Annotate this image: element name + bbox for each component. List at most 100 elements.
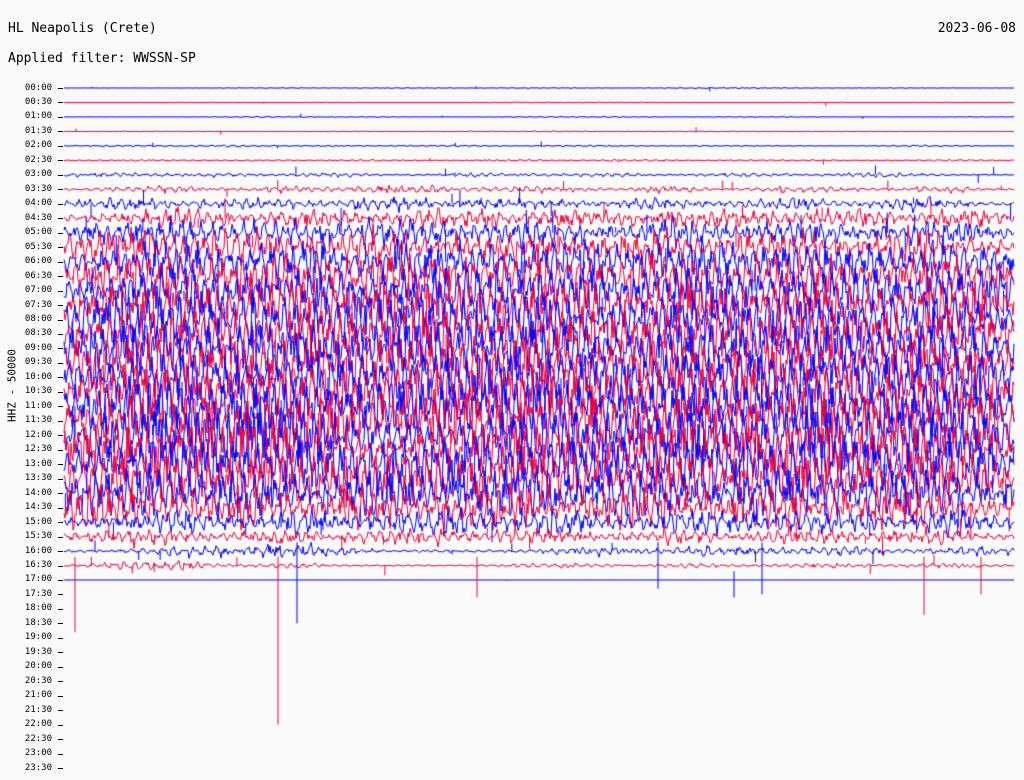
time-tick-mark	[58, 320, 63, 321]
time-tick-mark	[58, 450, 63, 451]
time-tick-mark	[58, 479, 63, 480]
time-tick-mark	[58, 218, 63, 219]
time-tick-label: 17:00	[24, 574, 52, 585]
time-tick-label: 18:30	[24, 617, 52, 628]
time-tick-label: 03:00	[24, 169, 52, 180]
time-tick-label: 20:30	[24, 675, 52, 686]
time-tick-label: 06:00	[24, 256, 52, 267]
time-tick-mark	[58, 102, 63, 103]
time-tick-label: 04:00	[24, 198, 52, 209]
time-tick-mark	[58, 623, 63, 624]
time-tick-label: 12:30	[24, 444, 52, 455]
time-tick-label: 06:30	[24, 270, 52, 281]
time-tick-label: 09:30	[24, 357, 52, 368]
time-tick-label: 01:00	[24, 111, 52, 122]
time-tick-label: 22:30	[24, 733, 52, 744]
time-tick-mark	[58, 334, 63, 335]
time-tick-label: 07:00	[24, 285, 52, 296]
time-tick-label: 10:30	[24, 386, 52, 397]
time-tick-mark	[58, 551, 63, 552]
time-tick-label: 16:30	[24, 560, 52, 570]
time-tick-mark	[58, 464, 63, 465]
time-tick-mark	[58, 609, 63, 610]
time-tick-mark	[58, 348, 63, 349]
time-tick-label: 19:00	[24, 632, 52, 643]
time-tick-mark	[58, 233, 63, 234]
time-tick-label: 15:00	[24, 516, 52, 527]
applied-filter-label: Applied filter: WWSSN-SP	[8, 51, 196, 66]
time-tick-label: 11:30	[24, 415, 52, 426]
time-tick-mark	[58, 768, 63, 769]
time-tick-mark	[58, 189, 63, 190]
time-tick-mark	[58, 363, 63, 364]
time-tick-mark	[58, 131, 63, 132]
time-tick-label: 17:30	[24, 588, 52, 599]
time-tick-mark	[58, 537, 63, 538]
time-tick-mark	[58, 291, 63, 292]
time-tick-mark	[58, 566, 63, 567]
time-tick-mark	[58, 204, 63, 205]
time-tick-mark	[58, 754, 63, 755]
time-tick-mark	[58, 305, 63, 306]
time-tick-mark	[58, 522, 63, 523]
time-tick-mark	[58, 681, 63, 682]
time-tick-mark	[58, 392, 63, 393]
time-tick-label: 10:00	[24, 371, 52, 382]
time-tick-mark	[58, 276, 63, 277]
time-tick-label: 02:30	[24, 154, 52, 165]
time-tick-mark	[58, 638, 63, 639]
time-tick-mark	[58, 594, 63, 595]
time-tick-label: 05:00	[24, 227, 52, 238]
time-tick-label: 03:30	[24, 183, 52, 194]
time-tick-label: 07:30	[24, 299, 52, 310]
time-tick-label: 08:30	[24, 328, 52, 339]
time-tick-label: 14:00	[24, 487, 52, 498]
time-tick-label: 19:30	[24, 646, 52, 657]
time-tick-mark	[58, 493, 63, 494]
time-tick-label: 23:00	[24, 748, 52, 759]
time-tick-label: 16:00	[24, 545, 52, 556]
time-tick-label: 00:00	[24, 82, 52, 93]
record-date-label: 2023-06-08	[937, 21, 1016, 36]
time-tick-label: 20:00	[24, 661, 52, 672]
time-tick-label: 18:00	[24, 603, 52, 614]
time-tick-mark	[58, 160, 63, 161]
time-tick-label: 13:00	[24, 458, 52, 469]
time-tick-label: 00:30	[24, 96, 52, 107]
time-axis: 00:00 00:30 01:00 01:30 02:00 02:30 03:00 03:30…	[0, 0, 64, 780]
time-tick-label: 04:30	[24, 212, 52, 223]
time-tick-mark	[58, 262, 63, 263]
time-tick-mark	[58, 696, 63, 697]
time-tick-mark	[58, 146, 63, 147]
time-tick-label: 13:30	[24, 473, 52, 484]
time-tick-mark	[58, 88, 63, 89]
time-tick-label: 02:00	[24, 140, 52, 151]
time-tick-label: 21:30	[24, 704, 52, 715]
time-tick-mark	[58, 377, 63, 378]
page-title: HL Neapolis (Crete)	[8, 21, 157, 36]
time-tick-mark	[58, 667, 63, 668]
time-tick-mark	[58, 435, 63, 436]
time-tick-label: 09:00	[24, 342, 52, 353]
time-tick-label: 15:30	[24, 531, 52, 542]
time-tick-mark	[58, 175, 63, 176]
time-tick-mark	[58, 710, 63, 711]
time-tick-mark	[58, 117, 63, 118]
time-tick-label: 22:00	[24, 719, 52, 730]
time-tick-label: 01:30	[24, 125, 52, 136]
time-tick-mark	[58, 580, 63, 581]
time-tick-mark	[58, 739, 63, 740]
time-tick-label: 08:00	[24, 314, 52, 325]
time-tick-mark	[58, 406, 63, 407]
time-tick-mark	[58, 652, 63, 653]
time-tick-mark	[58, 421, 63, 422]
time-tick-mark	[58, 725, 63, 726]
time-tick-label: 23:30	[24, 762, 52, 773]
time-tick-label: 11:00	[24, 400, 52, 411]
time-tick-label: 05:30	[24, 241, 52, 252]
time-tick-mark	[58, 508, 63, 509]
time-tick-label: 14:30	[24, 502, 52, 513]
time-tick-label: 21:00	[24, 690, 52, 701]
